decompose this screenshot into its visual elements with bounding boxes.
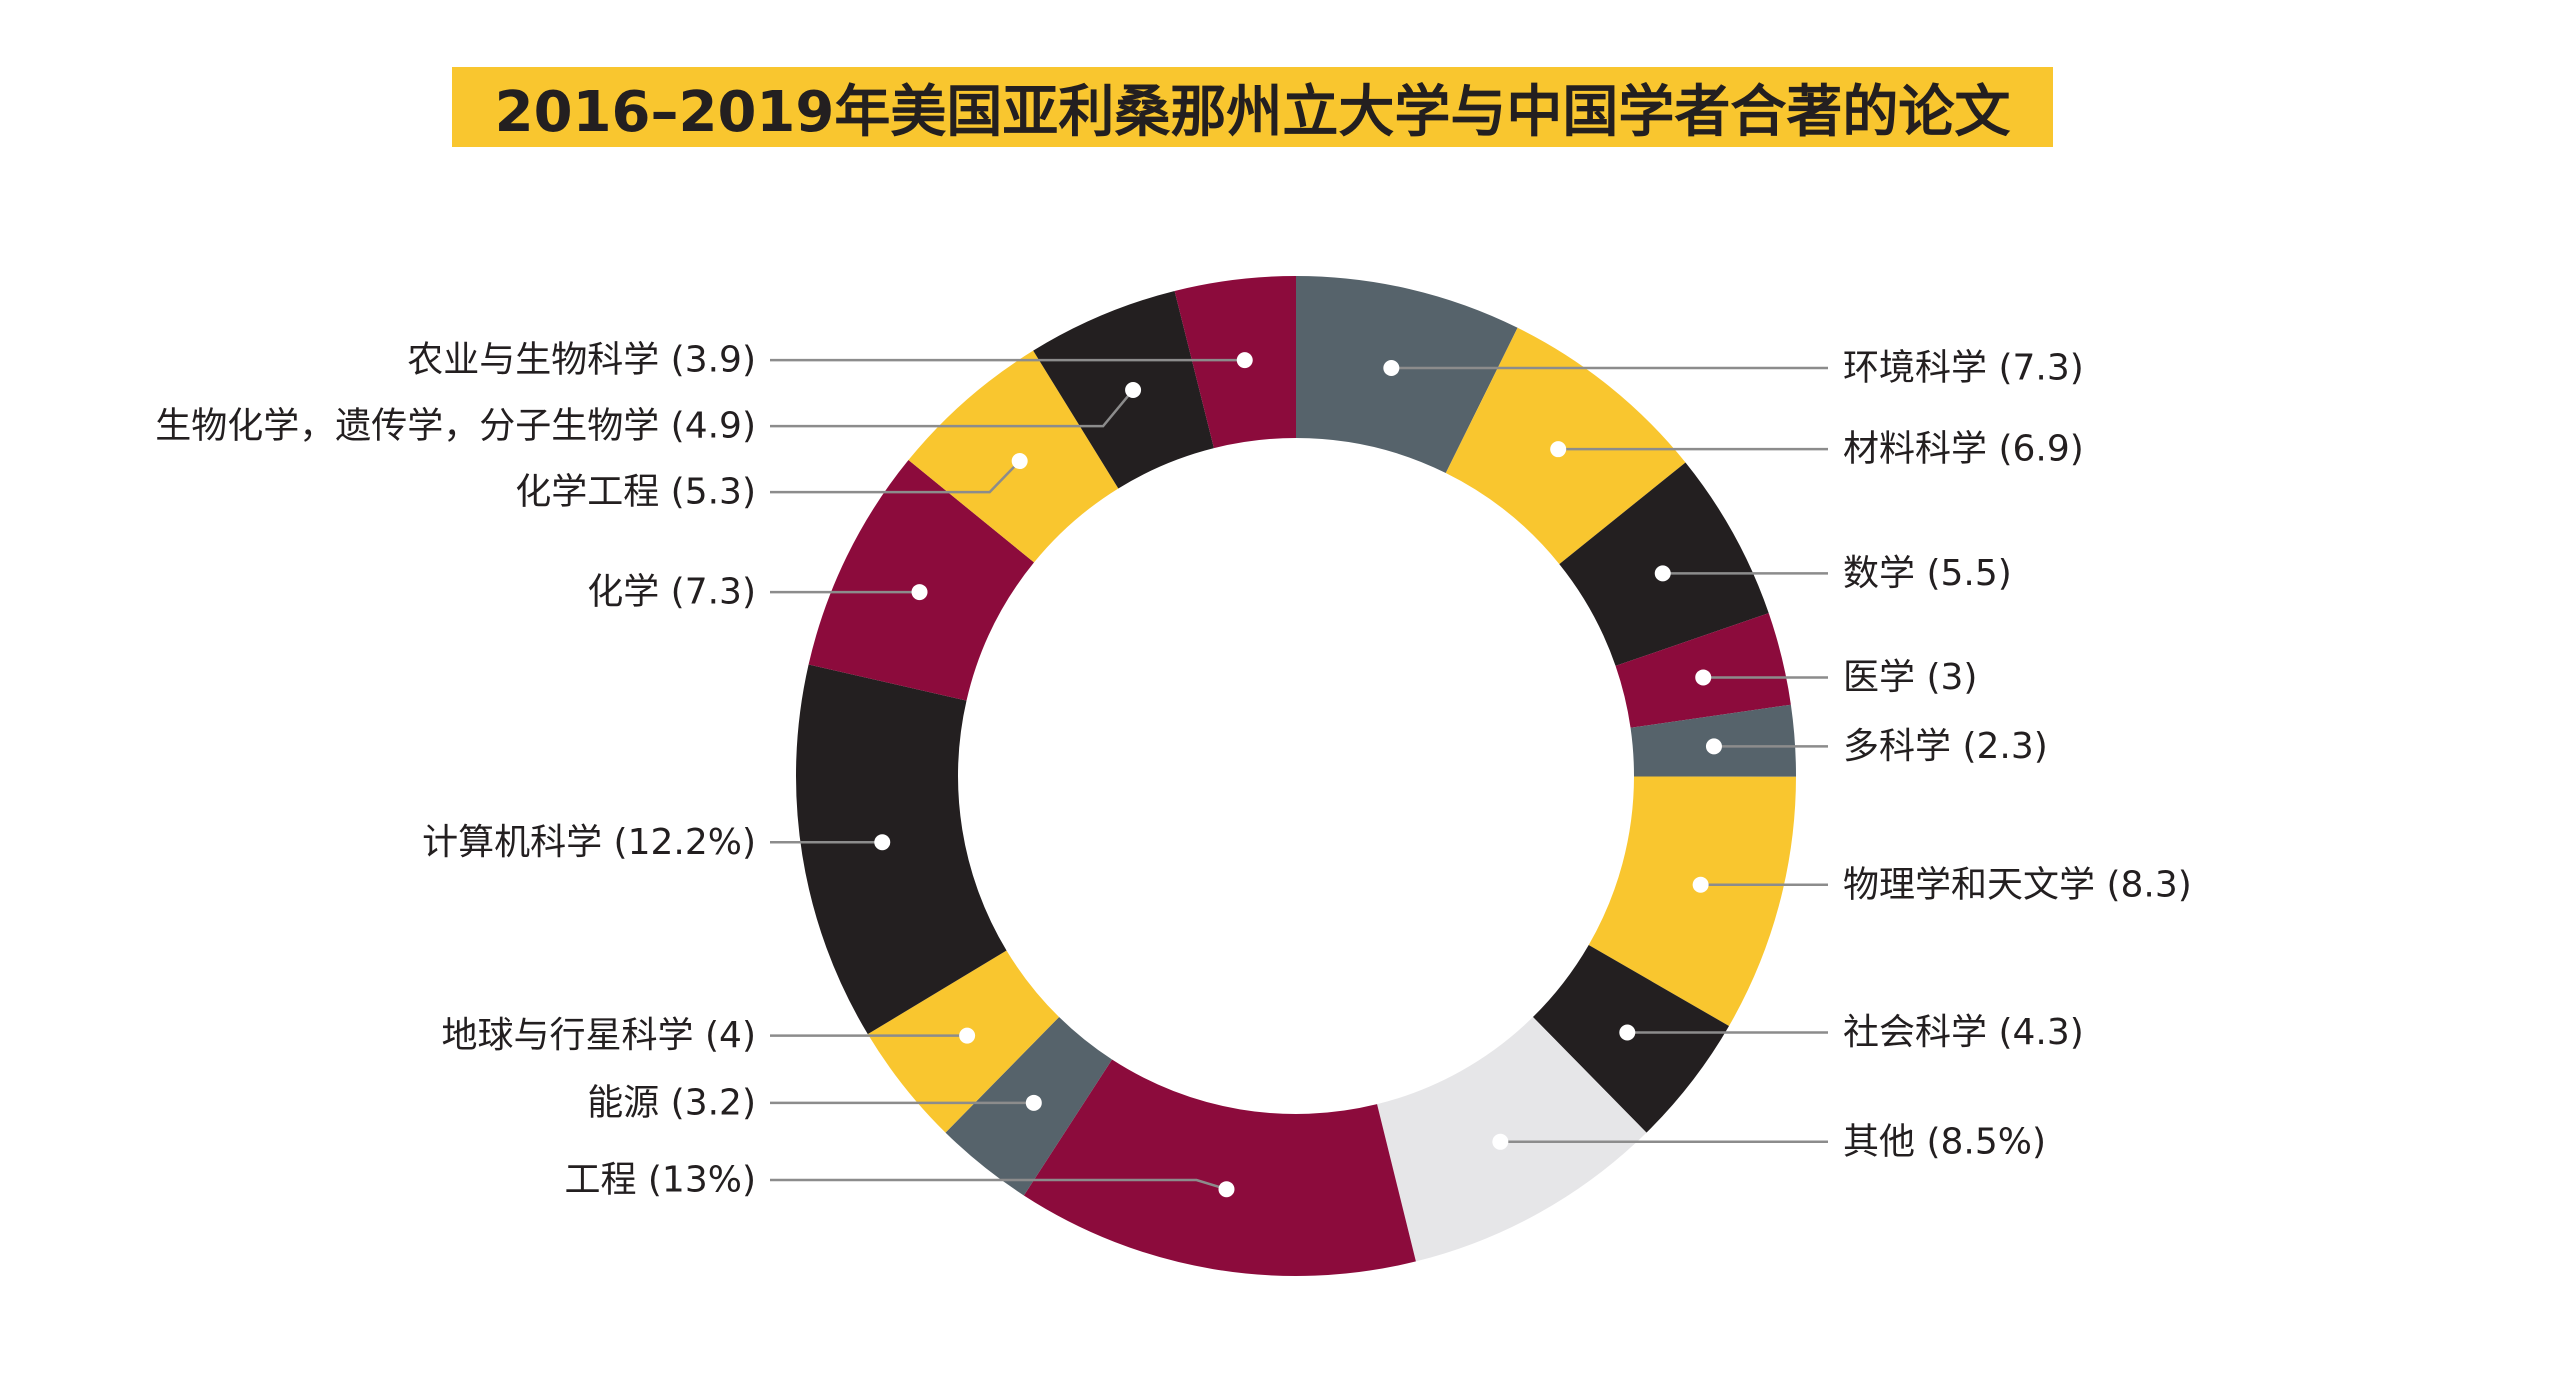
slice-label: 医学 (3) xyxy=(1843,657,1977,698)
slice-marker-dot xyxy=(1125,381,1142,398)
donut-slice xyxy=(1588,776,1796,1026)
slice-marker-dot xyxy=(1492,1133,1509,1150)
donut-slice xyxy=(1559,462,1769,666)
slice-label: 能源 (3.2) xyxy=(587,1082,756,1123)
slice-marker-dot xyxy=(1218,1181,1235,1198)
leader-line xyxy=(770,389,1135,428)
donut-slice xyxy=(795,664,1007,1035)
donut-slice xyxy=(1033,290,1214,489)
slice-label: 其他 (8.5%) xyxy=(1843,1121,2046,1162)
slice-label: 化学工程 (5.3) xyxy=(515,472,756,513)
donut-slice xyxy=(1023,1059,1416,1277)
slice-marker-dot xyxy=(1025,1094,1042,1111)
leader-line xyxy=(770,460,1021,494)
donut-slice xyxy=(1296,276,1518,474)
slice-label: 数学 (5.5) xyxy=(1843,553,2012,594)
donut-slice xyxy=(1377,1017,1647,1262)
slice-label: 社会科学 (4.3) xyxy=(1843,1012,2084,1053)
slice-label: 材料科学 (6.9) xyxy=(1843,429,2084,470)
chart-title-banner: 2016–2019年美国亚利桑那州立大学与中国学者合著的论文 xyxy=(452,67,2053,147)
slice-marker-dot xyxy=(1695,669,1712,686)
slice-label: 地球与行星科学 (4) xyxy=(442,1015,756,1056)
slices-layer xyxy=(795,276,1796,1277)
donut-slice xyxy=(1445,327,1686,565)
donut-slice xyxy=(808,460,1035,701)
slice-label: 化学 (7.3) xyxy=(587,572,756,613)
slice-marker-dot xyxy=(874,834,891,851)
slice-marker-dot xyxy=(1692,876,1709,893)
slice-label: 农业与生物科学 (3.9) xyxy=(407,340,756,381)
slice-marker-dot xyxy=(959,1027,976,1044)
slice-marker-dot xyxy=(1619,1024,1636,1041)
leader-line xyxy=(770,1178,1227,1191)
slice-marker-dot xyxy=(1550,441,1567,458)
slice-marker-dot xyxy=(911,584,928,601)
donut-slice xyxy=(1174,276,1296,449)
chart-title: 2016–2019年美国亚利桑那州立大学与中国学者合著的论文 xyxy=(494,79,2011,145)
labels-layer: 环境科学 (7.3) 材料科学 (6.9) 数学 (5.5) 医学 (3) 多科学 (2… xyxy=(155,340,2192,1201)
slice-label: 工程 (13%) xyxy=(564,1160,756,1201)
slice-label: 物理学和天文学 (8.3) xyxy=(1843,864,2192,905)
slice-label: 多科学 (2.3) xyxy=(1843,726,2048,767)
slice-marker-dot xyxy=(1011,453,1028,470)
leader-lines-layer xyxy=(770,352,1828,1198)
slice-label: 生物化学，遗传学，分子生物学 (4.9) xyxy=(155,406,756,447)
slice-marker-dot xyxy=(1654,565,1671,582)
slice-marker-dot xyxy=(1383,359,1400,376)
slice-marker-dot xyxy=(1236,352,1253,369)
slice-label: 环境科学 (7.3) xyxy=(1843,347,2084,388)
slice-label: 计算机科学 (12.2%) xyxy=(422,822,756,863)
slice-marker-dot xyxy=(1705,738,1722,755)
